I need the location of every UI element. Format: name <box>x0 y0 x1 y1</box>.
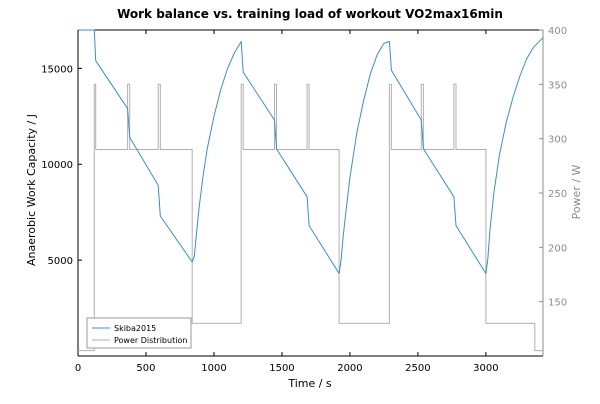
legend-label-power: Power Distribution <box>114 336 187 345</box>
x-tick-label: 0 <box>75 363 81 374</box>
chart-title: Work balance vs. training load of workou… <box>117 7 503 21</box>
y2-axis-ticks: 150 200 250 300 350 400 <box>539 26 567 309</box>
series-layer <box>78 29 544 352</box>
y-tick-label: 10000 <box>41 160 73 171</box>
y2-tick-label: 200 <box>548 243 567 254</box>
legend-label-wbal: Skiba2015 <box>114 324 156 333</box>
x-tick-label: 2500 <box>405 363 430 374</box>
y2-tick-label: 400 <box>548 26 567 37</box>
legend: Skiba2015 Power Distribution <box>86 317 192 349</box>
y-axis-ticks: 5000 10000 15000 <box>41 64 82 267</box>
x-tick-label: 1000 <box>201 363 226 374</box>
x-axis-label: Time / s <box>287 377 332 390</box>
series-line-skiba2015 <box>78 29 544 274</box>
plot-frame <box>77 29 544 357</box>
x-axis-ticks: 0 500 1000 1500 2000 2500 3000 <box>75 30 499 374</box>
x-tick-label: 2000 <box>337 363 362 374</box>
y2-tick-label: 350 <box>548 80 567 91</box>
x-tick-label: 500 <box>136 363 155 374</box>
y2-tick-label: 150 <box>548 298 567 309</box>
y-tick-label: 15000 <box>41 64 73 75</box>
y2-tick-label: 250 <box>548 189 567 200</box>
y-axis-label: Anaerobic Work Capacity / J <box>25 114 38 266</box>
y2-tick-label: 300 <box>548 135 567 146</box>
x-tick-label: 1500 <box>269 363 294 374</box>
legend-box <box>86 317 192 349</box>
x-tick-label: 3000 <box>473 363 498 374</box>
y-tick-label: 5000 <box>48 256 73 267</box>
series-line-power-distribution <box>78 83 543 352</box>
y2-axis-label: Power / W <box>570 164 583 219</box>
